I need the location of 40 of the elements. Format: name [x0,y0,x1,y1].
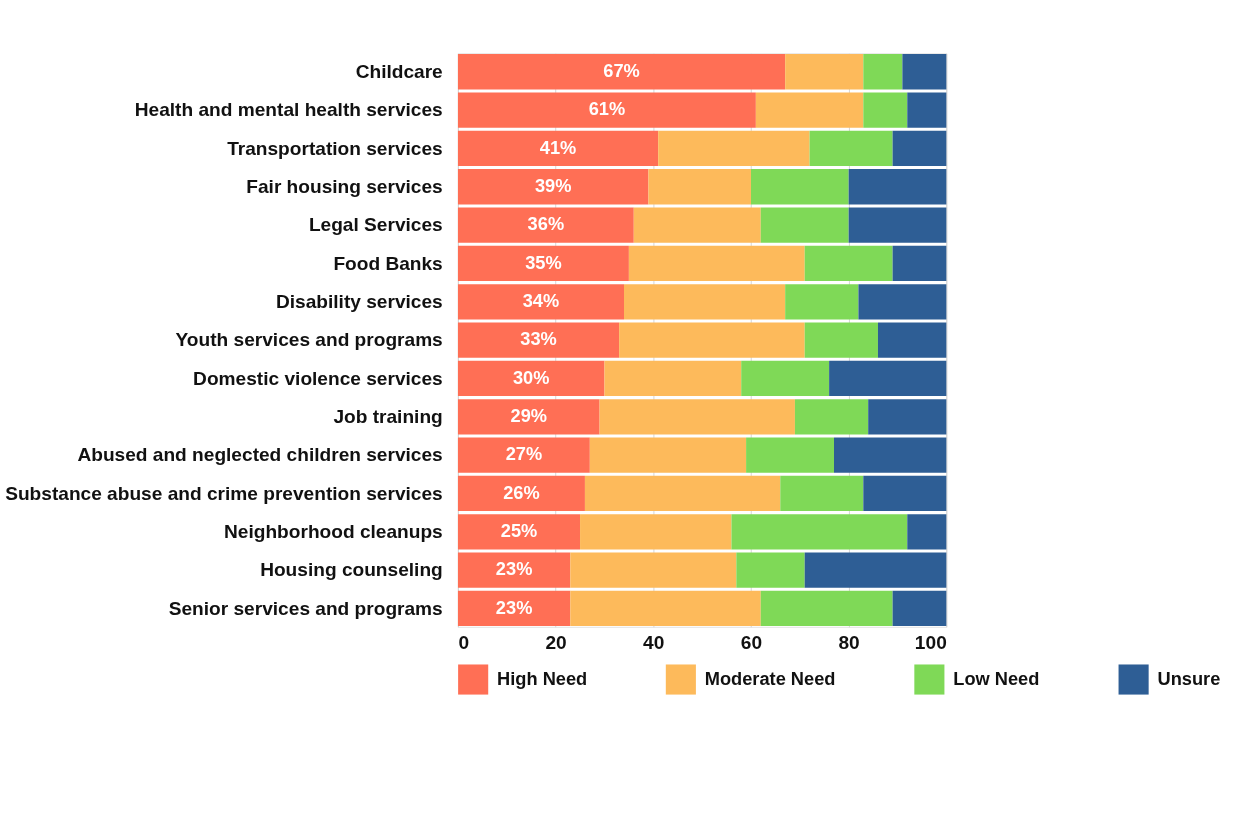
x-tick-label: 60 [740,632,763,654]
y-tick-label: Abused and neglected children services [77,444,443,466]
legend-label: Moderate Need [704,667,836,689]
data-label: 35% [525,251,562,273]
legend-label: High Need [497,667,588,689]
data-label: 29% [510,405,548,426]
data-label: 27% [505,443,543,465]
data-label: 26% [503,481,540,503]
x-tick-label: 80 [838,632,860,654]
data-label: 23% [495,558,533,580]
data-label: 61% [588,98,626,120]
x-tick-label: 40 [643,632,665,654]
data-label: 41% [539,136,577,158]
data-label: 23% [495,596,533,618]
y-tick-label: Food Banks [333,252,443,274]
data-label: 25% [500,520,538,542]
data-label: 39% [534,174,572,196]
x-tick-label: 20 [545,632,567,654]
y-tick-label: Neighborhood cleanups [224,520,443,542]
legend-label: Unsure [1157,667,1221,689]
x-tick-label: 100 [914,632,947,654]
y-tick-label: Senior services and programs [168,597,443,619]
y-tick-label: Youth services and programs [175,329,443,351]
y-tick-label: Job training [333,405,443,427]
y-tick-label: Housing counseling [260,559,443,581]
legend-label: Low Need [953,667,1040,689]
data-label: 36% [527,213,565,235]
y-tick-label: Fair housing services [246,175,443,197]
data-label: 67% [603,59,640,81]
data-label: 33% [520,328,557,350]
y-tick-label: Legal Services [308,214,443,236]
x-tick-label: 0 [458,632,470,654]
y-tick-label: Childcare [355,60,443,82]
y-tick-label: Substance abuse and crime prevention services [5,482,443,504]
y-tick-label: Domestic violence services [193,367,443,389]
data-label: 34% [522,289,560,311]
y-tick-label: Disability services [275,290,443,312]
y-tick-label: Transportation services [227,137,443,159]
y-tick-label: Health and mental health services [134,99,443,121]
data-label: 30% [512,366,550,388]
